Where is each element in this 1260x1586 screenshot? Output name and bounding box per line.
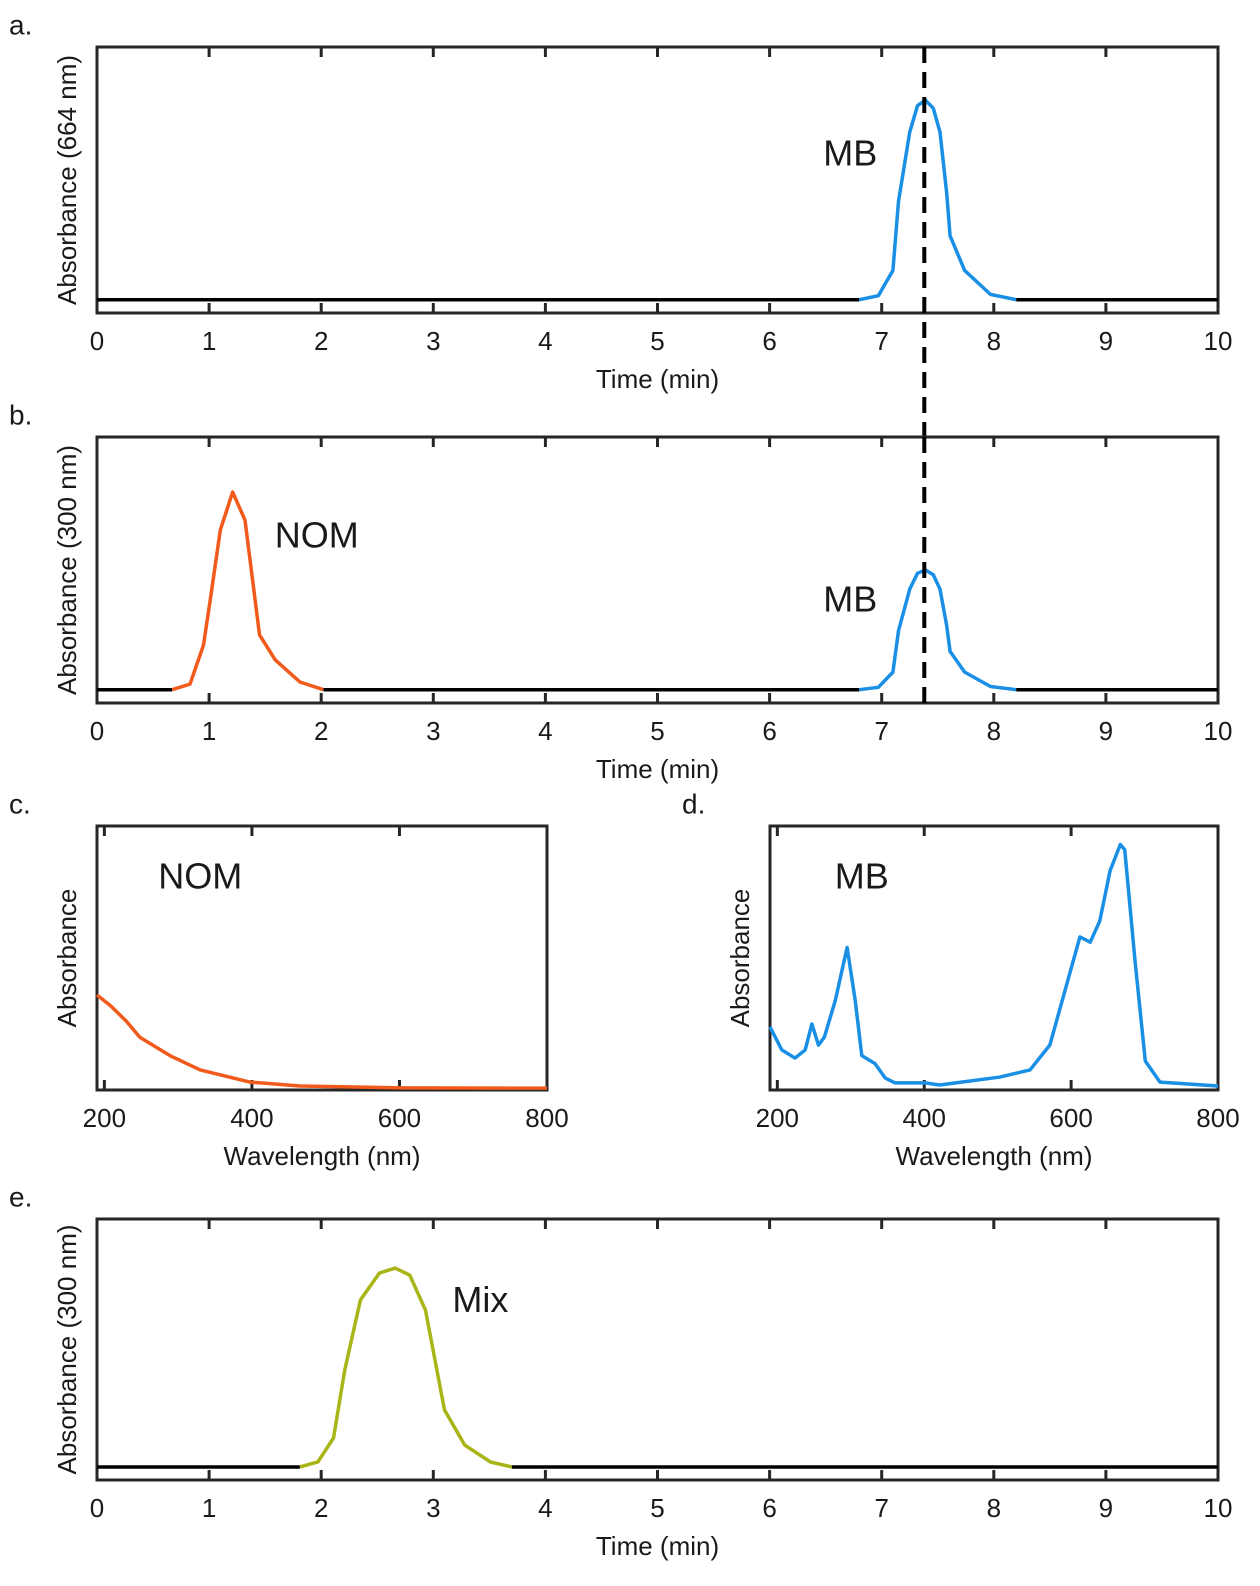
plot-frame [95, 45, 1220, 315]
panel-label: a. [9, 9, 32, 40]
x-tick-label: 2 [314, 1493, 328, 1523]
x-tick-label: 7 [874, 326, 888, 356]
x-tick-label: 1 [202, 1493, 216, 1523]
x-tick-label: 6 [762, 326, 776, 356]
x-tick-label: 3 [426, 716, 440, 746]
annotation: NOM [158, 855, 242, 896]
x-axis-label: Time (min) [596, 1531, 719, 1561]
data-line [859, 568, 1017, 692]
x-tick-label: 2 [314, 716, 328, 746]
panel-label: d. [682, 788, 705, 819]
y-axis-label: Absorbance (664 nm) [52, 55, 82, 305]
x-axis-label: Wavelength (nm) [224, 1141, 421, 1171]
x-tick-label: 3 [426, 326, 440, 356]
y-axis-label: Absorbance [725, 889, 755, 1028]
x-tick-label: 8 [987, 1493, 1001, 1523]
x-tick-label: 1 [202, 716, 216, 746]
x-tick-label: 0 [90, 326, 104, 356]
x-axis-label: Wavelength (nm) [896, 1141, 1093, 1171]
data-line [299, 1266, 513, 1469]
x-tick-label: 6 [762, 1493, 776, 1523]
x-tick-label: 6 [762, 716, 776, 746]
x-axis-label: Time (min) [596, 364, 719, 394]
data-line [95, 993, 548, 1090]
x-tick-label: 3 [426, 1493, 440, 1523]
panel-label: e. [9, 1181, 32, 1212]
x-tick-label: 4 [538, 1493, 552, 1523]
x-tick-label: 600 [378, 1103, 421, 1133]
annotation: MB [823, 578, 877, 619]
x-tick-label: 9 [1099, 326, 1113, 356]
plot-frame [95, 435, 1220, 705]
x-tick-label: 2 [314, 326, 328, 356]
x-tick-label: 7 [874, 716, 888, 746]
x-tick-label: 10 [1204, 716, 1233, 746]
x-tick-label: 1 [202, 326, 216, 356]
x-tick-label: 10 [1204, 326, 1233, 356]
data-line [171, 490, 324, 692]
x-tick-label: 4 [538, 326, 552, 356]
annotation: MB [835, 855, 889, 896]
x-tick-label: 8 [987, 716, 1001, 746]
annotation: MB [823, 133, 877, 174]
panel-label: c. [9, 788, 31, 819]
x-tick-label: 4 [538, 716, 552, 746]
x-tick-label: 0 [90, 1493, 104, 1523]
x-tick-label: 5 [650, 326, 664, 356]
y-axis-label: Absorbance [52, 889, 82, 1028]
plot-frame [95, 1217, 1220, 1482]
annotation: Mix [452, 1279, 508, 1320]
data-line [768, 842, 1219, 1088]
annotation: NOM [275, 515, 359, 556]
x-tick-label: 800 [525, 1103, 568, 1133]
x-tick-label: 7 [874, 1493, 888, 1523]
x-tick-label: 400 [230, 1103, 273, 1133]
data-line [858, 98, 1017, 302]
x-tick-label: 600 [1049, 1103, 1092, 1133]
x-tick-label: 9 [1099, 1493, 1113, 1523]
x-tick-label: 800 [1196, 1103, 1239, 1133]
x-tick-label: 8 [987, 326, 1001, 356]
x-tick-label: 10 [1204, 1493, 1233, 1523]
x-tick-label: 0 [90, 716, 104, 746]
plot-frame [768, 824, 1220, 1092]
x-tick-label: 5 [650, 1493, 664, 1523]
x-tick-label: 9 [1099, 716, 1113, 746]
y-axis-label: Absorbance (300 nm) [52, 1224, 82, 1474]
panel-label: b. [9, 399, 32, 430]
plot-frame [95, 824, 549, 1092]
x-tick-label: 200 [756, 1103, 799, 1133]
x-tick-label: 400 [903, 1103, 946, 1133]
y-axis-label: Absorbance (300 nm) [52, 445, 82, 695]
x-tick-label: 200 [83, 1103, 126, 1133]
x-tick-label: 5 [650, 716, 664, 746]
x-axis-label: Time (min) [596, 754, 719, 784]
